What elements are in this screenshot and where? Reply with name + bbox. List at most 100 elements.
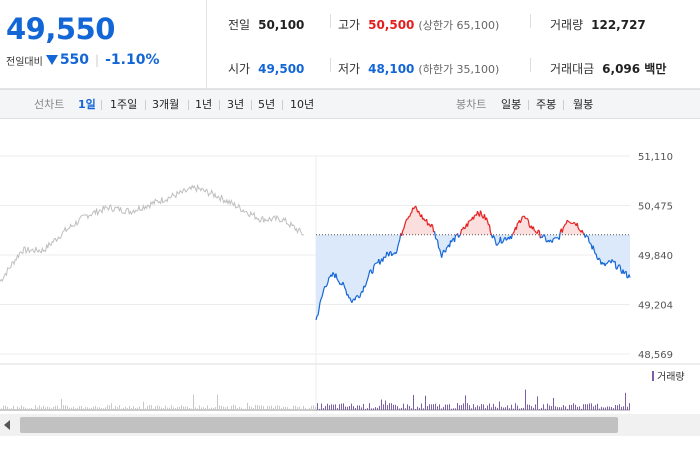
price-segment (497, 241, 500, 244)
volume-bar (67, 405, 68, 410)
price-segment (426, 219, 429, 226)
price-segment (588, 241, 591, 244)
price-segment (549, 239, 552, 242)
price-segment (541, 234, 544, 238)
price-segment (435, 238, 437, 240)
volume-value: 122,727 (591, 18, 646, 32)
volume-bar (531, 406, 532, 410)
volume-bar (395, 404, 396, 410)
price-segment (458, 235, 461, 238)
price-segment (558, 232, 561, 240)
volume-bar (517, 405, 518, 410)
volume-bar (481, 404, 482, 410)
candle-daily-tab[interactable]: 일봉 (501, 98, 522, 111)
volume-bar (175, 408, 176, 410)
price-segment (404, 221, 407, 226)
volume-bar (585, 404, 586, 410)
volume-bar (159, 406, 160, 410)
change-value: 550 (59, 52, 90, 68)
volume-bar (613, 408, 614, 410)
volume-bar (429, 404, 430, 410)
volume-bar (309, 407, 310, 410)
period-1y-tab[interactable]: 1년 (195, 98, 213, 111)
price-segment (472, 215, 476, 220)
volume-bar (451, 408, 452, 410)
price-segment (365, 281, 368, 286)
volume-bar (601, 406, 602, 410)
volume-bar (367, 408, 368, 410)
price-segment (337, 280, 340, 283)
y-axis-labels: 51,110 50,475 49,840 49,204 48,569 (638, 152, 673, 361)
candle-monthly-tab[interactable]: 월봉 (573, 98, 594, 111)
volume-bar (161, 407, 162, 410)
volume-bar (165, 405, 166, 410)
volume-bar (223, 406, 224, 410)
volume-bar (217, 394, 218, 410)
volume-bar (321, 403, 322, 410)
price-segment (382, 256, 385, 262)
divider: | (95, 53, 100, 67)
price-segment (386, 251, 389, 254)
volume-bar (343, 403, 344, 410)
volume-bar (379, 405, 380, 410)
volume-bar (99, 407, 100, 410)
price-segment (489, 232, 492, 235)
price-segment (373, 263, 376, 267)
volume-bar (87, 407, 88, 410)
volume-bar (521, 408, 522, 410)
price-segment (421, 214, 424, 220)
volume-bar (385, 400, 386, 410)
period-3m-tab[interactable]: 3개월 (152, 98, 180, 111)
volume-bar (45, 407, 46, 410)
volume-bar (331, 404, 332, 410)
volume-bar (397, 406, 398, 410)
volume-bar (571, 404, 572, 410)
price-segment (362, 285, 365, 293)
price-segment (459, 233, 462, 237)
volume-bar (89, 408, 90, 410)
volume-bar (267, 405, 268, 410)
candle-weekly-tab[interactable]: 주봉 (536, 98, 557, 111)
volume-bar (83, 408, 84, 410)
scroll-left-arrow-icon[interactable] (4, 420, 10, 430)
price-segment (321, 292, 324, 297)
period-1d-tab[interactable]: 1일 (78, 98, 96, 111)
volume-bar (275, 406, 276, 410)
high-value: 50,500 (368, 18, 415, 32)
volume-bar (63, 405, 64, 410)
volume-bar (107, 405, 108, 410)
price-segment (315, 315, 318, 321)
scroll-thumb[interactable] (20, 417, 618, 433)
chart-scrollbar[interactable] (0, 414, 700, 436)
volume-bar (405, 408, 406, 410)
volume-bar (289, 408, 290, 410)
y-tick-label: 50,475 (638, 202, 673, 213)
price-segment (511, 232, 514, 236)
period-1w-tab[interactable]: 1주일 (110, 98, 138, 111)
price-segment (527, 220, 530, 227)
volume-bar (609, 406, 610, 410)
volume-bar (283, 406, 284, 410)
volume-bar (449, 404, 450, 410)
price-segment (368, 270, 371, 275)
low-label: 저가 (338, 62, 361, 76)
period-5y-tab[interactable]: 5년 (258, 98, 276, 111)
volume-bar (477, 405, 478, 410)
volume-bar (287, 407, 288, 410)
price-segment (616, 266, 619, 270)
change-label: 전일대비 (6, 56, 43, 68)
divider (251, 100, 252, 110)
period-3y-tab[interactable]: 3년 (227, 98, 245, 111)
volume-bar (393, 404, 394, 410)
price-segment (474, 214, 476, 217)
volume-bar (615, 405, 616, 410)
volume-bar (253, 407, 254, 410)
period-10y-tab[interactable]: 10년 (290, 98, 315, 111)
price-segment (423, 218, 426, 221)
price-segment (553, 237, 556, 239)
price-segment (322, 288, 325, 294)
price-segment (587, 236, 590, 243)
volume-bar (85, 406, 86, 410)
volume-bar (545, 408, 546, 410)
open-stat: 시가 49,500 (228, 60, 304, 77)
